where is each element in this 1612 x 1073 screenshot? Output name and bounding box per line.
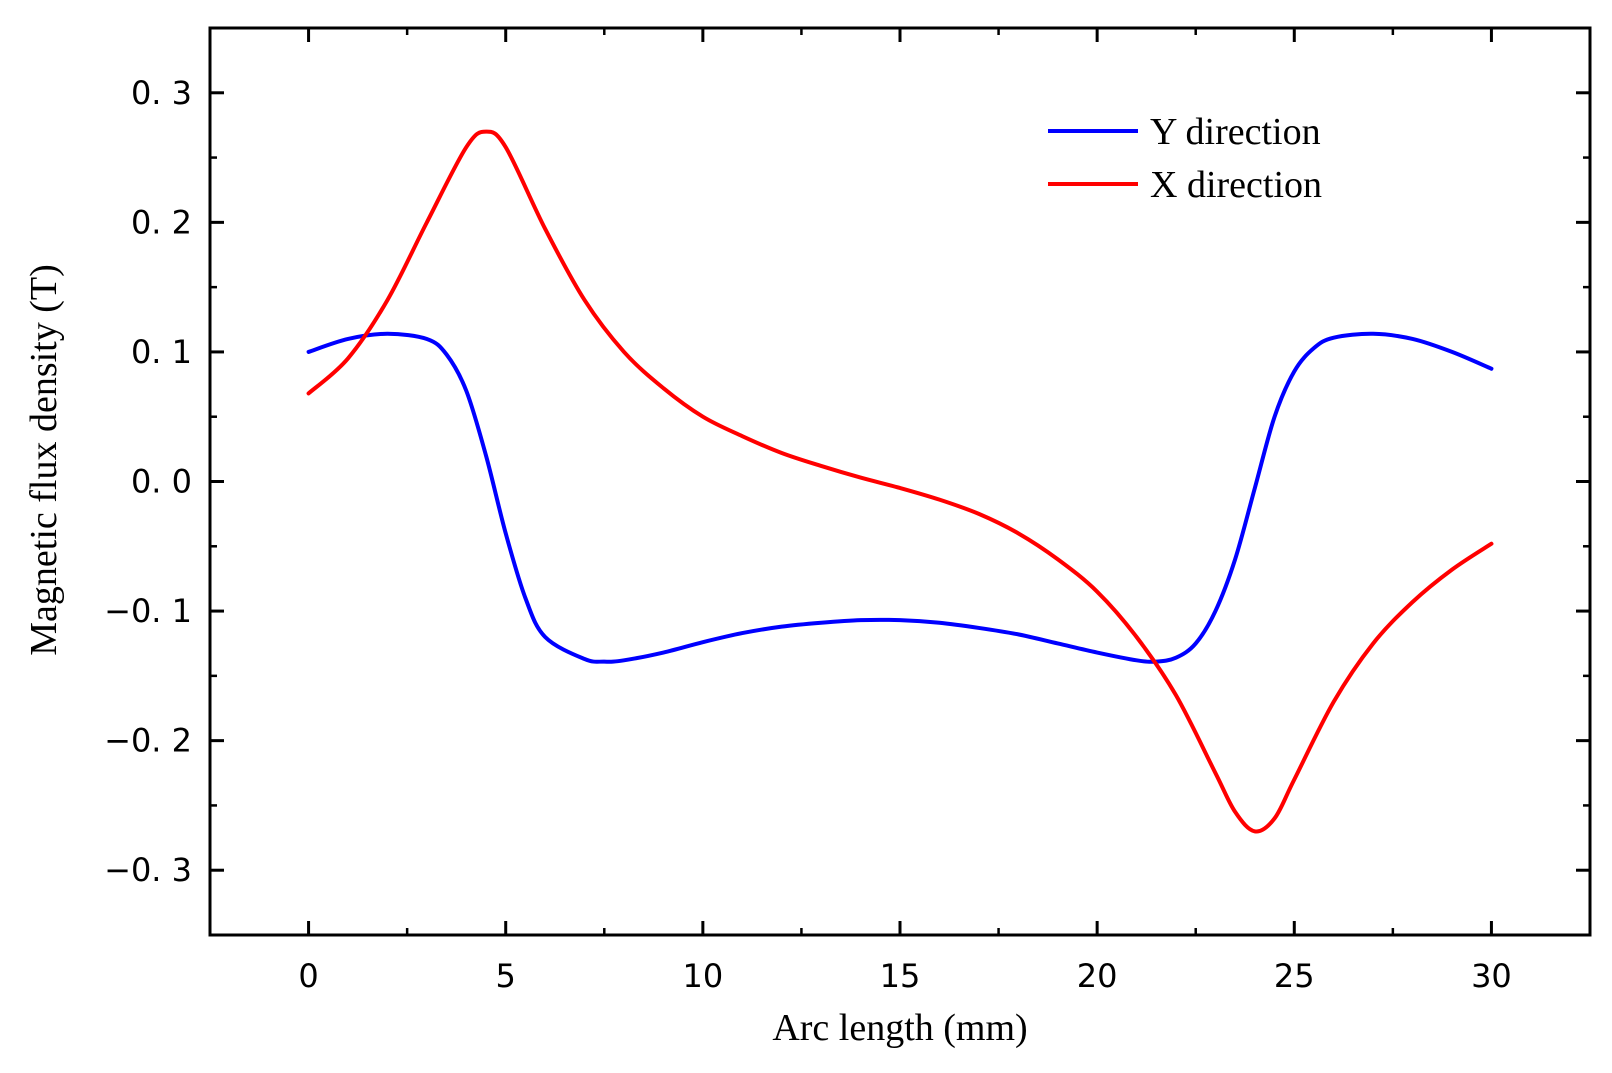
x-tick-label: 20 — [1077, 957, 1118, 995]
x-tick-label: 10 — [682, 957, 723, 995]
legend-label-x-direction: X direction — [1150, 164, 1322, 206]
x-axis-title: Arc length (mm) — [772, 1007, 1027, 1049]
series-lines — [306, 129, 1494, 834]
y-tick-label: 0. 3 — [131, 74, 192, 112]
x-tick-label: 25 — [1274, 957, 1315, 995]
x-tick-labels: 0 5 10 15 20 25 30 — [298, 957, 1511, 995]
x-tick-label: 0 — [298, 957, 318, 995]
series-line-x-direction — [306, 129, 1494, 834]
y-tick-label: −0. 3 — [104, 851, 192, 889]
legend-label-y-direction: Y direction — [1150, 111, 1321, 153]
y-axis-title: Magnetic flux density (T) — [23, 264, 65, 656]
x-tick-label: 30 — [1471, 957, 1512, 995]
y-tick-label: 0. 0 — [131, 463, 192, 501]
series-line-y-direction — [306, 331, 1494, 664]
plot-frame — [208, 26, 1592, 937]
y-tick-labels: 0. 3 0. 2 0. 1 0. 0 −0. 1 −0. 2 −0. 3 — [104, 74, 192, 889]
x-tick-label: 5 — [496, 957, 516, 995]
legend: Y direction X direction — [1048, 111, 1322, 206]
tick-marks — [208, 28, 1592, 935]
x-tick-label: 15 — [880, 957, 921, 995]
y-tick-label: 0. 1 — [131, 333, 192, 371]
y-tick-label: −0. 1 — [104, 592, 192, 630]
y-tick-label: −0. 2 — [104, 722, 192, 760]
y-tick-label: 0. 2 — [131, 203, 192, 241]
